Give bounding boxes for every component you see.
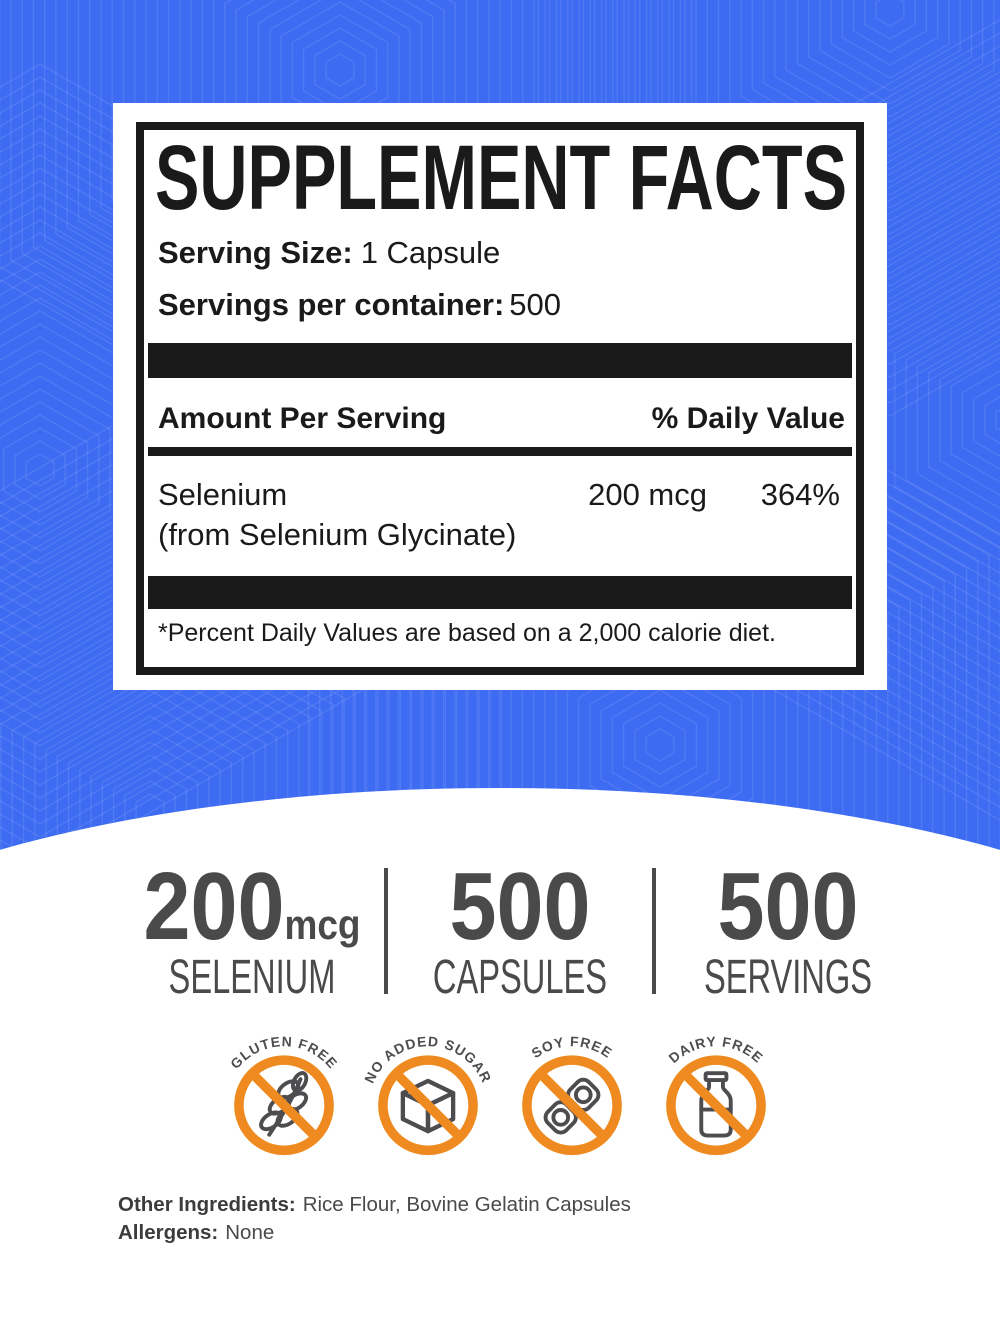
servings-per-container-label: Servings per container:: [158, 287, 505, 322]
stat-selenium-unit: mcg: [284, 901, 361, 948]
serving-size-row: Serving Size: 1 Capsule: [158, 235, 501, 270]
dairy-free-badge: DAIRY FREE: [665, 1033, 766, 1156]
ingredient-amount: 200 mcg: [588, 477, 707, 512]
thick-divider-bar-bottom: [148, 576, 852, 609]
dietary-badge-row: GLUTEN FREE NO ADDED SUGAR: [0, 1020, 1000, 1161]
stat-capsules: 500 CAPSULES: [388, 858, 652, 1004]
stat-capsules-value-line: 500: [404, 859, 636, 955]
stat-servings-value: 500: [717, 853, 859, 960]
daily-value-header: % Daily Value: [651, 402, 845, 435]
daily-value-footnote: *Percent Daily Values are based on a 2,0…: [158, 619, 776, 647]
stat-selenium-value: 200: [143, 853, 285, 960]
stat-divider: [384, 868, 388, 994]
stat-servings-value-line: 500: [672, 859, 904, 955]
panel-title-text: SUPPLEMENT FACTS: [155, 137, 847, 215]
stat-servings-label: SERVINGS: [703, 950, 873, 1004]
panel-border: [136, 122, 864, 675]
ingredient-daily-value: 364%: [760, 477, 840, 512]
serving-size-value: 1 Capsule: [360, 235, 501, 270]
stat-selenium-label: SELENIUM: [168, 950, 336, 1004]
stat-servings: 500 SERVINGS: [656, 858, 920, 1004]
ingredient-source: (from Selenium Glycinate): [158, 517, 517, 552]
amount-per-serving-header: Amount Per Serving: [158, 402, 447, 435]
gluten-free-curved-label: GLUTEN FREE: [227, 1033, 340, 1072]
allergens-line: Allergens: None: [118, 1219, 631, 1247]
stat-capsules-label: CAPSULES: [432, 950, 608, 1004]
svg-text:GLUTEN FREE: GLUTEN FREE: [227, 1033, 341, 1072]
ingredient-name: Selenium: [158, 477, 288, 512]
stat-divider: [652, 868, 656, 994]
stat-capsules-value: 500: [449, 853, 591, 960]
no-added-sugar-badge: NO ADDED SUGAR: [363, 1033, 493, 1156]
other-ingredients-label: Other Ingredients:: [118, 1193, 296, 1216]
supplement-facts-panel: SUPPLEMENT FACTS Serving Size: 1 Capsule …: [113, 103, 887, 690]
allergens-label: Allergens:: [118, 1221, 219, 1245]
thin-divider-bar: [148, 447, 852, 456]
serving-size-label: Serving Size:: [158, 235, 353, 270]
stats-row: 200mcg SELENIUM 500 CAPSULES 500 SERVING…: [120, 858, 920, 1004]
servings-per-container-row: Servings per container: 500: [158, 287, 562, 322]
soy-free-badge: SOY FREE: [522, 1033, 622, 1156]
stat-selenium: 200mcg SELENIUM: [120, 858, 384, 1004]
thick-divider-bar-top: [148, 343, 852, 378]
hero-blue-background: SUPPLEMENT FACTS Serving Size: 1 Capsule …: [0, 0, 1000, 852]
panel-title: SUPPLEMENT FACTS: [155, 137, 847, 215]
allergens-value: None: [225, 1221, 275, 1245]
other-ingredients-line: Other Ingredients: Rice Flour, Bovine Gel…: [118, 1191, 631, 1219]
other-ingredients-value: Rice Flour, Bovine Gelatin Capsules: [302, 1193, 631, 1216]
ingredients-footer: Other Ingredients: Rice Flour, Bovine Gel…: [118, 1191, 631, 1248]
servings-per-container-value: 500: [509, 287, 562, 322]
gluten-free-badge: GLUTEN FREE: [227, 1033, 341, 1156]
stat-selenium-value-line: 200mcg: [136, 859, 368, 955]
